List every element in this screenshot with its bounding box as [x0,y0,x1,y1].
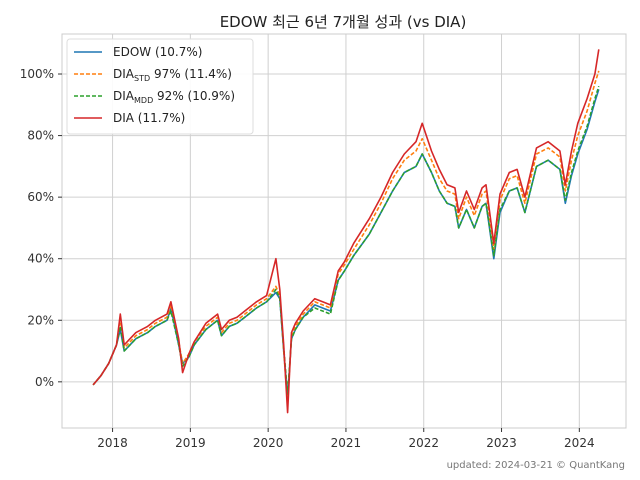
legend-label: DIA (11.7%) [113,111,185,125]
y-tick-label: 0% [35,375,54,389]
x-tick-label: 2021 [331,436,362,450]
y-axis-ticks: 0% 20% 40% 60% 80% 100% [20,67,62,389]
legend-label: DIAMDD 92% (10.9%) [113,89,235,105]
x-tick-label: 2024 [564,436,595,450]
legend-label: DIASTD 97% (11.4%) [113,67,232,83]
series-layer [92,49,600,414]
x-tick-label: 2018 [97,436,128,450]
y-tick-label: 60% [27,190,54,204]
legend: EDOW (10.7%) DIASTD 97% (11.4%) DIAMDD 92%… [66,38,254,135]
y-tick-label: 80% [27,129,54,143]
chart-title: EDOW 최근 6년 7개월 성과 (vs DIA) [220,13,467,31]
x-axis-ticks: 2018 2019 2020 2021 2022 2023 2024 [97,428,595,450]
y-tick-label: 40% [27,252,54,266]
y-tick-label: 100% [20,67,54,81]
x-tick-label: 2023 [486,436,517,450]
series-line-2 [92,86,600,395]
legend-box [66,38,254,135]
y-tick-label: 20% [27,313,54,327]
series-line-3 [92,49,600,414]
plot-frame [61,33,627,429]
footer-note: updated: 2024-03-21 © QuantKang [447,460,625,471]
x-tick-label: 2019 [175,436,206,450]
x-tick-label: 2022 [408,436,439,450]
legend-label: EDOW (10.7%) [113,45,202,59]
x-tick-label: 2020 [253,436,284,450]
